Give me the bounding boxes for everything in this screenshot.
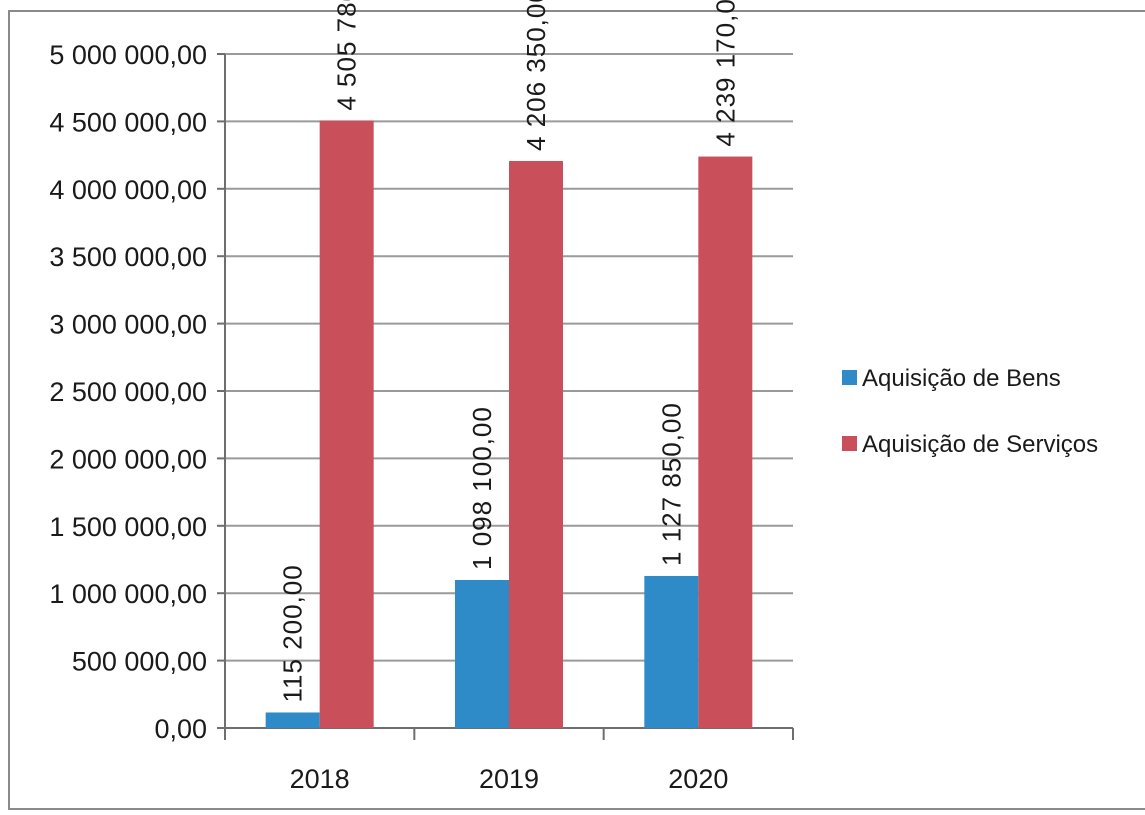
data-label: 115 200,00 xyxy=(278,564,308,702)
legend-swatch xyxy=(842,436,857,451)
x-tick-label: 2020 xyxy=(668,764,728,794)
data-label: 4 239 170,00 xyxy=(710,0,740,147)
bar-servicos-2019 xyxy=(509,160,563,729)
bar-bens-2020 xyxy=(644,575,699,728)
data-label: 4 505 780,00 xyxy=(332,0,362,111)
bar-bens-2018 xyxy=(265,712,320,728)
y-tick-label: 3 500 000,00 xyxy=(49,242,207,272)
chart-frame xyxy=(8,10,1145,810)
x-tick-label: 2018 xyxy=(290,764,350,794)
bar-servicos-2020 xyxy=(698,156,753,729)
y-tick-label: 500 000,00 xyxy=(72,647,207,677)
data-labels: 115 200,00 4 505 780,00 1 098 100,00 4 206 … xyxy=(278,0,741,702)
legend-swatch xyxy=(842,370,857,385)
y-tick-label: 2 000 000,00 xyxy=(49,444,207,474)
legend: Aquisição de Bens Aquisição de Serviços xyxy=(842,365,1098,458)
y-tick-label: 1 500 000,00 xyxy=(49,512,207,542)
data-label: 4 206 350,00 xyxy=(521,0,551,151)
y-tick-label: 5 000 000,00 xyxy=(49,40,207,70)
legend-label: Aquisição de Bens xyxy=(862,365,1061,392)
y-tick-label: 0,00 xyxy=(154,714,207,744)
bar-bens-2019 xyxy=(455,579,509,728)
legend-label: Aquisição de Serviços xyxy=(862,431,1098,458)
data-label: 1 127 850,00 xyxy=(656,402,686,566)
y-tick-label: 1 000 000,00 xyxy=(49,579,207,609)
bars xyxy=(265,120,753,729)
y-tick-label: 4 000 000,00 xyxy=(49,175,207,205)
axes: 0,00 500 000,00 1 000 000,00 1 500 000,00 2 … xyxy=(49,40,794,794)
x-tick-label: 2019 xyxy=(479,764,539,794)
data-label: 1 098 100,00 xyxy=(467,406,497,570)
y-tick-label: 4 500 000,00 xyxy=(49,107,207,137)
y-tick-label: 3 000 000,00 xyxy=(49,310,207,340)
bar-servicos-2018 xyxy=(319,120,374,729)
y-tick-label: 2 500 000,00 xyxy=(49,377,207,407)
